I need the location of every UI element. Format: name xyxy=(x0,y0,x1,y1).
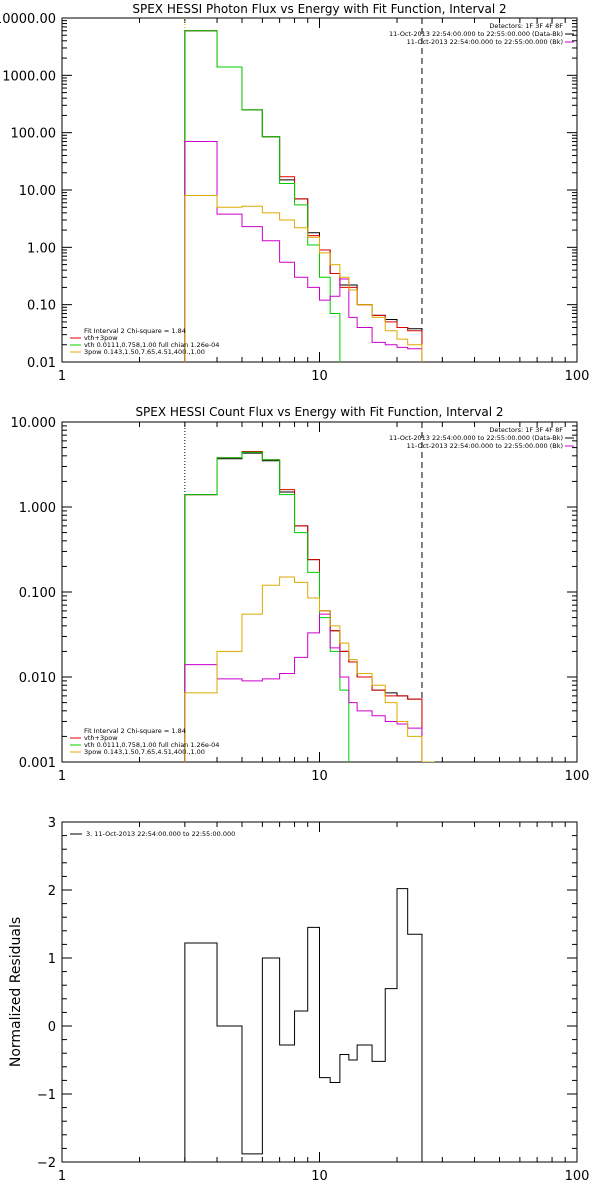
legend-entry: 11-Oct-2013 22:54:00.000 to 22:55:00.000… xyxy=(389,434,563,442)
series-step-line-2 xyxy=(184,450,423,762)
y-tick-label: 2 xyxy=(48,884,56,899)
fit-legend-entry: Fit Interval 2 Chi-square = 1.84 xyxy=(84,327,186,335)
y-tick-label: 0 xyxy=(48,1020,56,1035)
y-tick-label: 3 xyxy=(48,816,56,831)
legend-entry: 11-Oct-2013 22:54:00.000 to 22:55:00.000… xyxy=(407,38,563,46)
series-step-line-2 xyxy=(184,30,423,362)
chart-title: SPEX HESSI Photon Flux vs Energy with Fi… xyxy=(132,2,506,16)
series-step-line-5 xyxy=(184,576,435,762)
fit-legend-entry: vth+3pow xyxy=(84,734,118,742)
legend-entry: 11-Oct-2013 22:54:00.000 to 22:55:00.000… xyxy=(407,442,563,450)
y-tick-label: −2 xyxy=(37,1156,56,1171)
x-tick-label: 100 xyxy=(565,369,590,384)
fit-legend-entry: 3pow 0.143,1.50,7.65,4.51,400.,1.00 xyxy=(84,748,205,756)
series-step-line-3 xyxy=(184,30,350,362)
y-tick-label: 100.00 xyxy=(11,127,57,142)
y-tick-label: 1.00 xyxy=(27,241,56,256)
residual-legend-entry: 3. 11-Oct-2013 22:54:00.000 to 22:55:00.… xyxy=(86,830,235,838)
series-step-line-4 xyxy=(184,613,423,762)
y-tick-label: 0.001 xyxy=(19,756,56,771)
legend-entry: Detectors: 1F 3F 4F 8F xyxy=(489,426,563,434)
y-axis-label: Normalized Residuals xyxy=(8,917,24,1067)
series-step-line-3 xyxy=(184,451,350,762)
x-tick-label: 1 xyxy=(58,769,66,784)
x-tick-label: 100 xyxy=(565,769,590,784)
y-tick-label: 0.10 xyxy=(27,299,56,314)
y-tick-label: 10.00 xyxy=(19,184,56,199)
y-tick-label: 10000.00 xyxy=(0,12,56,27)
y-tick-label: 0.01 xyxy=(27,356,56,371)
fit-legend-entry: vth+3pow xyxy=(84,334,118,342)
chart-panel-2: SPEX HESSI Count Flux vs Energy with Fit… xyxy=(11,405,590,784)
chart-title: SPEX HESSI Count Flux vs Energy with Fit… xyxy=(135,405,503,419)
y-tick-label: 0.100 xyxy=(19,586,56,601)
x-tick-label: 10 xyxy=(311,769,328,784)
y-tick-label: 0.010 xyxy=(19,671,56,686)
y-tick-label: 1 xyxy=(48,952,56,967)
plot-frame xyxy=(61,17,578,363)
series-step-line-1 xyxy=(184,452,423,762)
fit-legend-entry: vth 0.0111,0.758,1.00 full chian 1.26e-0… xyxy=(84,341,219,349)
fit-legend-entry: Fit Interval 2 Chi-square = 1.84 xyxy=(84,727,186,735)
x-tick-label: 100 xyxy=(565,1169,590,1184)
y-tick-label: 10.000 xyxy=(11,416,57,431)
y-tick-label: 1000.00 xyxy=(2,69,56,84)
x-tick-label: 1 xyxy=(58,369,66,384)
x-tick-label: 1 xyxy=(58,1169,66,1184)
series-step-line-5 xyxy=(184,195,423,362)
legend-entry: Detectors: 1F 3F 4F 8F xyxy=(489,22,563,30)
y-tick-label: −1 xyxy=(37,1088,56,1103)
chart-panel-1: SPEX HESSI Photon Flux vs Energy with Fi… xyxy=(0,2,589,384)
fit-legend-entry: 3pow 0.143,1.50,7.65,4.51,400.,1.00 xyxy=(84,348,205,356)
fit-legend-entry: vth 0.0111,0.758,1.00 full chian 1.26e-0… xyxy=(84,741,219,749)
chart-panel-3: Normalized Residuals 1 10 100 −2 −1 0 1 2 3 3. 11-… xyxy=(8,816,589,1184)
y-tick-label: 1.000 xyxy=(19,501,56,516)
series-step-line-1 xyxy=(184,30,423,362)
series-step-line-1 xyxy=(184,888,423,1162)
x-tick-label: 10 xyxy=(311,1169,328,1184)
legend-entry: 11-Oct-2013 22:54:00.000 to 22:55:00.000… xyxy=(389,30,563,38)
series-step-line-4 xyxy=(184,141,423,362)
x-tick-label: 10 xyxy=(311,369,328,384)
